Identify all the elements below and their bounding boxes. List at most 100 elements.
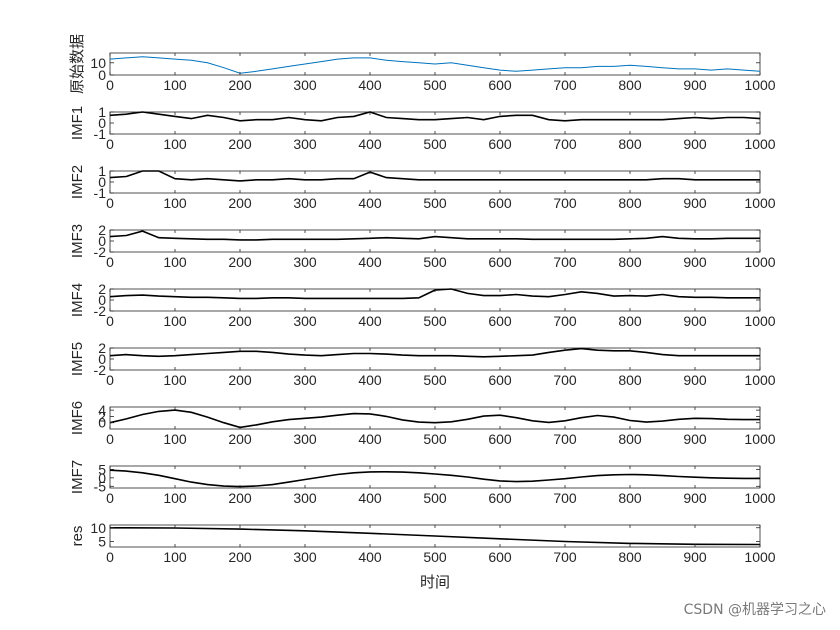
series-line — [109, 526, 761, 546]
x-tick-label: 300 — [293, 372, 317, 388]
x-tick-label: 100 — [163, 431, 187, 447]
x-tick-label: 600 — [488, 136, 512, 152]
x-tick-label: 500 — [423, 313, 447, 329]
x-tick-label: 0 — [106, 136, 114, 152]
x-tick-label: 300 — [293, 549, 317, 565]
y-axis-label: IMF6 — [69, 401, 86, 435]
x-tick-label: 500 — [423, 77, 447, 93]
y-tick-label: 2 — [98, 281, 106, 297]
x-tick-label: 1000 — [744, 431, 775, 447]
x-tick-label: 0 — [106, 549, 114, 565]
x-tick-label: 700 — [553, 549, 577, 565]
x-tick-label: 400 — [358, 136, 382, 152]
x-tick-label: 500 — [423, 195, 447, 211]
y-tick-label: -1 — [94, 126, 107, 142]
y-tick-label: 1 — [98, 163, 106, 179]
x-tick-label: 200 — [228, 549, 252, 565]
x-tick-label: 0 — [106, 313, 114, 329]
x-axis-label: 时间 — [420, 573, 450, 591]
subplot-7: 0 100 200 300 400 500 600 700 800 900 1000 -505 IMF7 — [69, 460, 776, 506]
y-axis-label: res — [69, 526, 86, 547]
x-tick-label: 700 — [553, 254, 577, 270]
x-tick-label: 200 — [228, 195, 252, 211]
subplot-2: 0 100 200 300 400 500 600 700 800 900 1000 -101 IMF2 — [69, 163, 776, 211]
x-tick-label: 400 — [358, 372, 382, 388]
x-tick-label: 1000 — [744, 77, 775, 93]
x-tick-label: 800 — [618, 77, 642, 93]
y-tick-label: 0 — [98, 67, 106, 83]
x-tick-label: 0 — [106, 77, 114, 93]
x-tick-label: 1000 — [744, 490, 775, 506]
x-tick-label: 200 — [228, 254, 252, 270]
x-tick-label: 1000 — [744, 254, 775, 270]
x-tick-label: 600 — [488, 490, 512, 506]
x-tick-label: 600 — [488, 549, 512, 565]
y-tick-label: -5 — [94, 478, 107, 494]
x-tick-label: 900 — [683, 313, 707, 329]
y-tick-label: 0 — [98, 115, 106, 131]
x-tick-label: 100 — [163, 77, 187, 93]
x-tick-label: 200 — [228, 77, 252, 93]
x-tick-label: 400 — [358, 254, 382, 270]
x-tick-label: 700 — [553, 372, 577, 388]
x-tick-label: 500 — [423, 136, 447, 152]
series-line — [109, 56, 761, 74]
x-tick-label: 200 — [228, 313, 252, 329]
x-tick-label: 1000 — [744, 136, 775, 152]
y-tick-label: 0 — [98, 415, 106, 431]
x-tick-label: 100 — [163, 549, 187, 565]
y-tick-label: 1 — [98, 104, 106, 120]
y-tick-label: 2 — [98, 340, 106, 356]
y-tick-label: -1 — [94, 185, 107, 201]
series-line — [109, 409, 760, 429]
x-tick-label: 100 — [163, 254, 187, 270]
x-tick-label: 400 — [358, 77, 382, 93]
subplot-6: 0 100 200 300 400 500 600 700 800 900 1000 024 IMF6 — [69, 401, 776, 447]
y-tick-label: 0 — [98, 174, 106, 190]
y-tick-label: -2 — [94, 244, 107, 260]
y-tick-label: 2 — [98, 222, 106, 238]
x-tick-label: 0 — [106, 431, 114, 447]
series-line — [109, 230, 760, 241]
x-tick-label: 600 — [488, 195, 512, 211]
series-line — [109, 170, 760, 182]
x-tick-label: 200 — [228, 431, 252, 447]
x-tick-label: 400 — [358, 549, 382, 565]
y-axis-label: IMF5 — [69, 342, 86, 376]
y-tick-label: 5 — [98, 534, 106, 550]
y-tick-label: 0 — [98, 470, 106, 486]
x-tick-label: 700 — [553, 195, 577, 211]
x-tick-label: 900 — [683, 431, 707, 447]
y-tick-label: -2 — [94, 303, 107, 319]
x-tick-label: 900 — [683, 490, 707, 506]
y-tick-label: 4 — [98, 402, 106, 418]
x-tick-label: 500 — [423, 549, 447, 565]
x-tick-label: 1000 — [744, 549, 775, 565]
subplot-panels: 0 100 200 300 400 500 600 700 800 900 1000010原始数据0… — [69, 34, 776, 565]
series-line — [109, 469, 760, 488]
y-tick-label: -2 — [94, 362, 107, 378]
x-tick-label: 300 — [293, 254, 317, 270]
x-tick-label: 300 — [293, 195, 317, 211]
x-tick-label: 100 — [163, 136, 187, 152]
x-tick-label: 600 — [488, 77, 512, 93]
x-tick-label: 700 — [553, 136, 577, 152]
x-tick-label: 900 — [683, 77, 707, 93]
x-tick-label: 600 — [488, 372, 512, 388]
x-tick-label: 500 — [423, 372, 447, 388]
y-tick-label: 10 — [90, 520, 106, 536]
x-tick-label: 100 — [163, 372, 187, 388]
y-tick-label: 0 — [98, 233, 106, 249]
x-tick-label: 100 — [163, 490, 187, 506]
x-tick-label: 800 — [618, 372, 642, 388]
x-tick-label: 300 — [293, 431, 317, 447]
x-tick-label: 900 — [683, 254, 707, 270]
watermark-text: CSDN @机器学习之心 — [684, 602, 826, 618]
y-axis-label: IMF7 — [69, 460, 86, 494]
x-tick-label: 900 — [683, 372, 707, 388]
x-tick-label: 200 — [228, 372, 252, 388]
x-tick-label: 800 — [618, 254, 642, 270]
